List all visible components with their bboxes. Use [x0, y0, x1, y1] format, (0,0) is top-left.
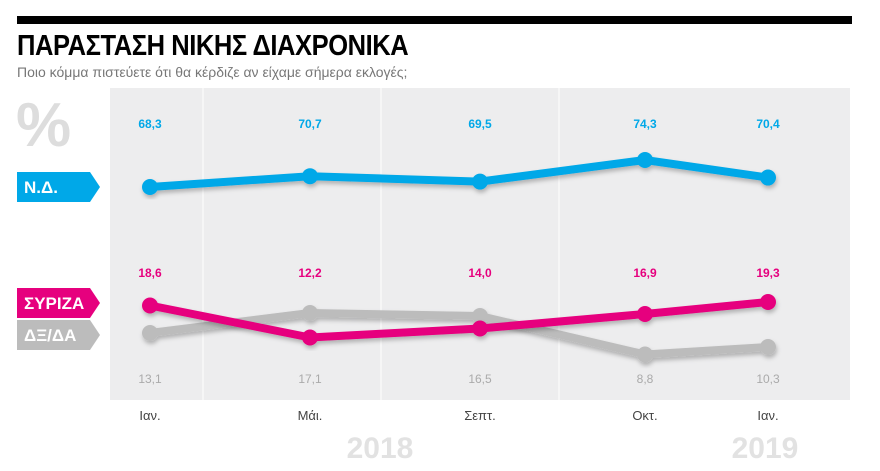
data-label: 19,3	[756, 266, 780, 280]
data-label: 12,2	[298, 266, 322, 280]
legend-tag	[17, 288, 100, 318]
top-rule	[17, 16, 852, 24]
data-label: 10,3	[756, 372, 780, 386]
data-label: 70,4	[756, 117, 780, 131]
x-tick-label: Μάι.	[298, 408, 323, 423]
data-label: 16,5	[468, 372, 492, 386]
series-1	[142, 294, 776, 346]
data-label: 74,3	[633, 117, 657, 131]
x-tick-label: Ιαν.	[757, 408, 778, 423]
x-tick-label: Οκτ.	[632, 408, 657, 423]
x-tick-label: Σεπτ.	[464, 408, 496, 423]
year-label: 2018	[347, 432, 414, 465]
data-label: 13,1	[138, 372, 162, 386]
data-label: 8,8	[637, 372, 654, 386]
legend-label: ΣΥΡΙΖΑ	[24, 294, 84, 313]
data-point	[760, 339, 776, 355]
data-point	[760, 169, 776, 186]
data-label: 69,5	[468, 117, 492, 131]
legend-label: ΔΞ/ΔΑ	[24, 326, 76, 345]
x-tick-label: Ιαν.	[139, 408, 160, 423]
legend-label: Ν.Δ.	[24, 178, 58, 197]
unit-label: %	[16, 91, 72, 160]
data-point	[760, 294, 776, 310]
data-point	[472, 320, 488, 337]
data-label: 17,1	[298, 372, 322, 386]
series-2	[142, 305, 776, 363]
data-point	[302, 329, 318, 346]
data-label: 16,9	[633, 266, 657, 280]
data-point	[142, 325, 158, 341]
data-point	[637, 306, 653, 322]
data-point	[472, 308, 488, 324]
data-label: 14,0	[468, 266, 492, 280]
legend-tag	[17, 320, 100, 350]
data-point	[637, 346, 653, 363]
data-label: 18,6	[138, 266, 162, 280]
chart-title: ΠΑΡΑΣΤΑΣΗ ΝΙΚΗΣ ΔΙΑΧΡΟΝΙΚΑ	[17, 30, 409, 62]
series-0	[142, 152, 776, 195]
data-point	[142, 179, 158, 195]
plot-background	[110, 88, 850, 400]
chart-subtitle: Ποιο κόμμα πιστεύετε ότι θα κέρδιζε αν ε…	[17, 64, 408, 80]
data-label: 70,7	[298, 117, 322, 131]
data-point	[302, 305, 318, 321]
data-point	[472, 173, 488, 190]
year-label: 2019	[732, 432, 799, 465]
data-point	[302, 168, 318, 185]
data-label: 68,3	[138, 117, 162, 131]
data-point	[637, 152, 653, 168]
legend-tag	[17, 172, 100, 202]
data-point	[142, 297, 158, 314]
